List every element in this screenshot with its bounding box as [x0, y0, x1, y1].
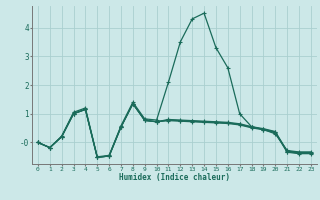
X-axis label: Humidex (Indice chaleur): Humidex (Indice chaleur) [119, 173, 230, 182]
